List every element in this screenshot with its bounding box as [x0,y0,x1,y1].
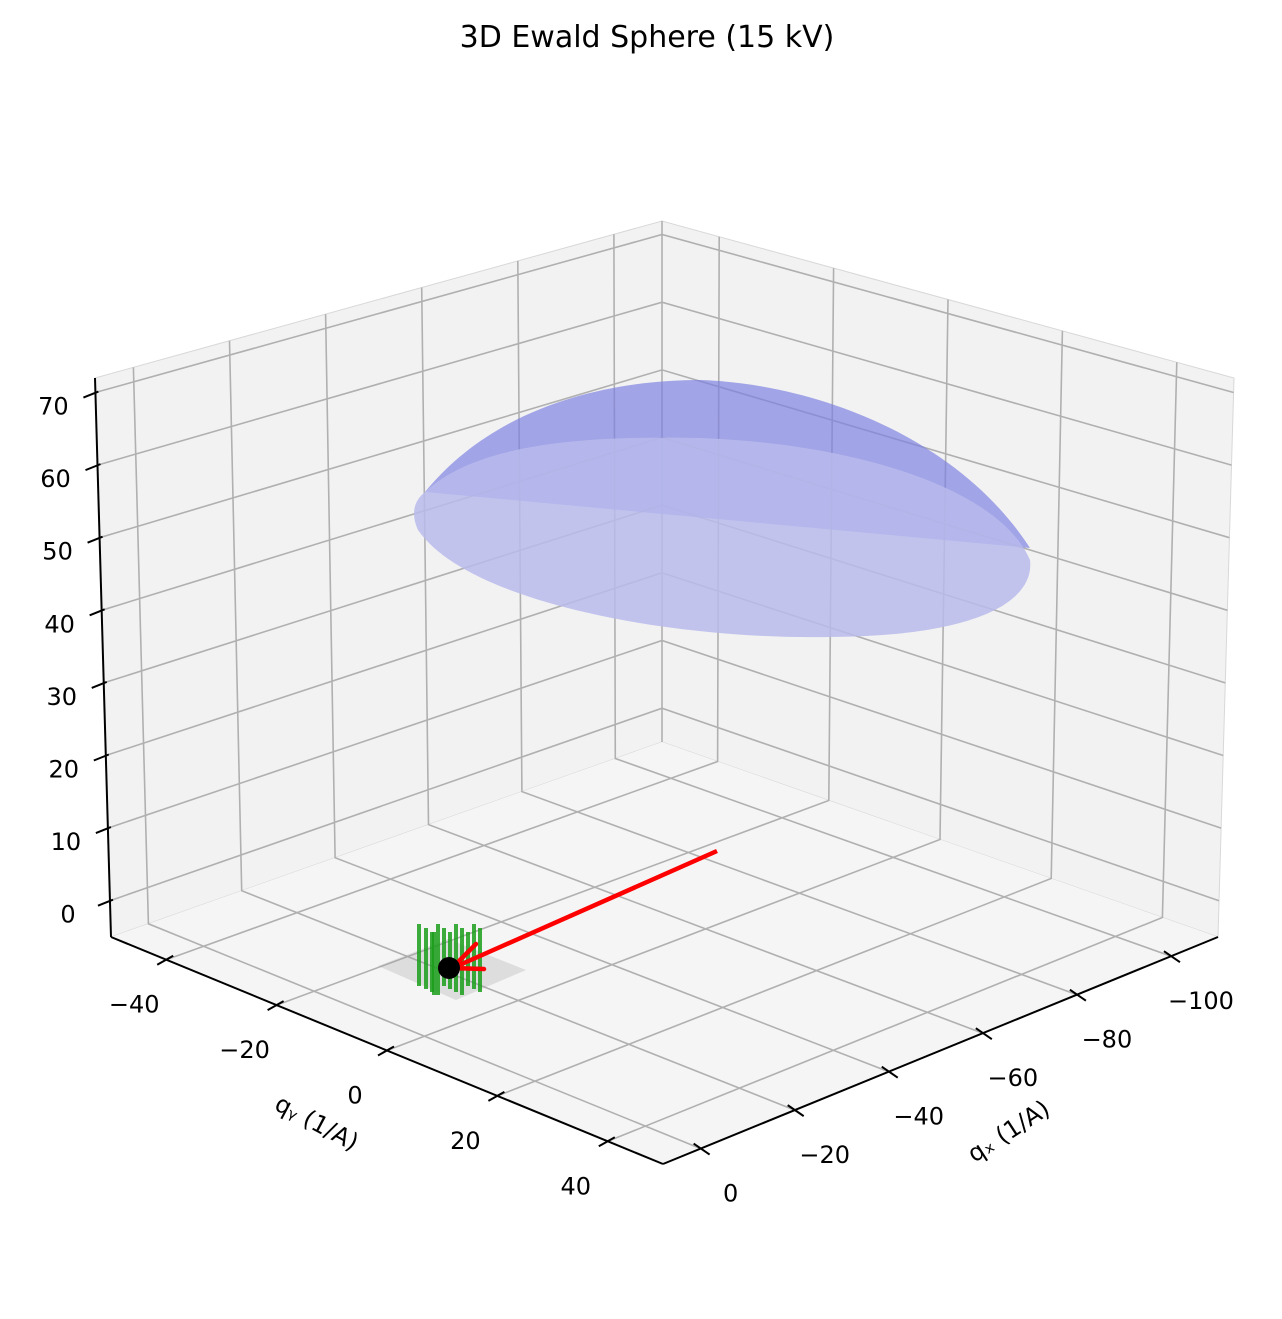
y-tick-label: 40 [561,1172,592,1200]
x-gridline [420,287,984,1034]
y-tick-label: 0 [347,1082,362,1110]
x-gridline [324,314,890,1073]
y-gridline [497,330,1064,1097]
chart-title: 3D Ewald Sphere (15 kV) [460,20,835,55]
x-tick-mark [787,1104,805,1117]
y-tick-mark [598,1136,616,1148]
z-tick-label: 70 [38,393,69,421]
x-tick-label: −100 [1168,987,1234,1015]
z-tick-label: 0 [60,901,75,929]
x-tick-label: −80 [1082,1026,1133,1054]
z-tick-mark [91,680,108,689]
y-tick-label: −20 [219,1036,270,1064]
z-tick-label: 40 [44,610,75,638]
x-tick-mark [881,1065,899,1079]
z-tick-label: 30 [46,683,77,711]
y-tick-mark [377,1045,395,1057]
y-tick-label: −40 [109,991,160,1019]
incident-beam-arrow [454,848,718,970]
z-tick-mark [85,463,101,472]
x-axis-label: qₓ (1/A) [962,1094,1054,1168]
x-tick-mark [1069,988,1087,1002]
z-axis-line [94,377,112,938]
z-tick-mark [89,608,106,617]
data-layer [378,380,1031,1000]
y-tick-mark [267,1000,285,1011]
z-tick-label: 60 [40,465,71,493]
x-tick-label: −20 [799,1141,850,1169]
y-tick-mark [487,1091,505,1102]
z-tick-label: 50 [42,538,73,566]
x-gridline [228,340,795,1111]
z-tick-mark [93,753,110,762]
origin-point [438,957,460,979]
x-tick-label: −40 [893,1103,944,1131]
z-tick-label: 20 [49,756,80,784]
floor-pane [111,742,1218,1164]
z-tick-mark [87,535,103,544]
ewald-sphere-surface [414,437,1031,638]
x-gridline [132,367,701,1150]
y-tick-mark [156,954,174,966]
z-tick-label: 10 [51,828,82,856]
x-tick-label: −60 [988,1064,1039,1092]
y-tick-label: 20 [450,1127,481,1155]
tick-labels: −100 −80 −60 −40 −20 0 −40 −20 0 20 40 0 10 20 30 40 50 6… [38,390,1234,1208]
z-tick-mark [83,390,99,399]
x-tick-mark [693,1142,711,1156]
x-axis-line [662,936,1219,1165]
axes-panes [94,220,1235,1164]
x-tick-mark [975,1027,993,1041]
z-tick-mark [95,826,112,835]
x-tick-mark [1163,950,1181,964]
y-gridline [607,362,1178,1143]
x-tick-label: 0 [723,1180,738,1208]
z-tick-mark [97,898,114,907]
